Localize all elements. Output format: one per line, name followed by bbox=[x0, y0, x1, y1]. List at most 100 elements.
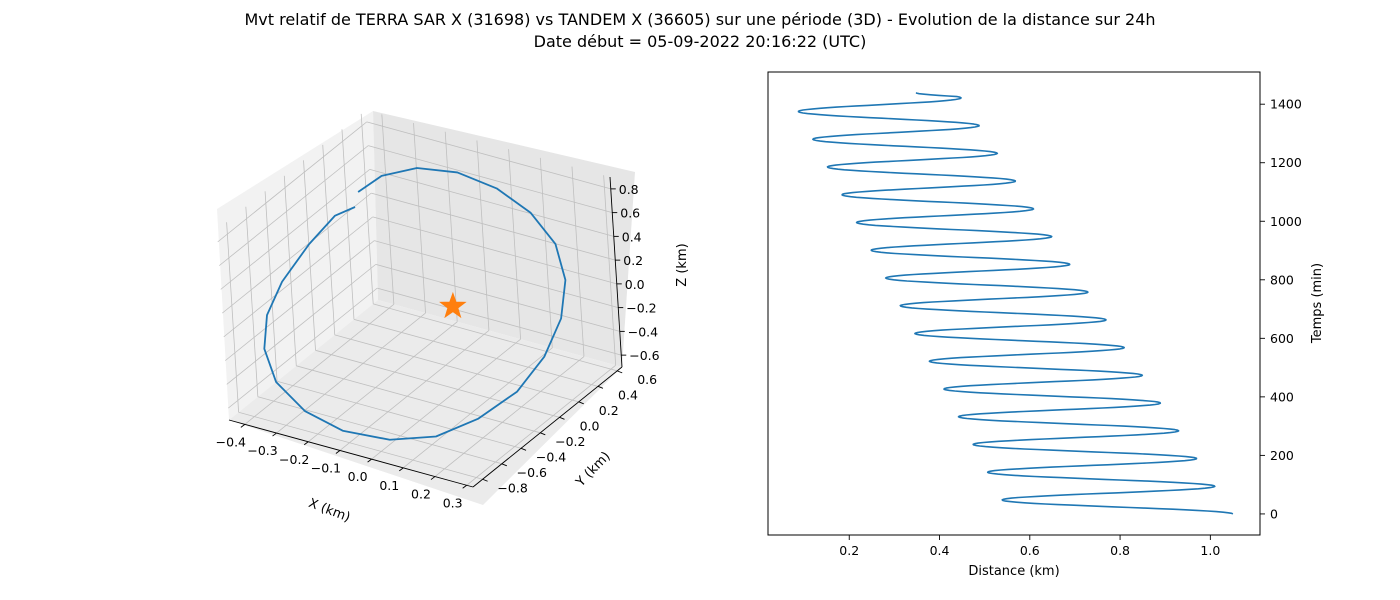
grid-line bbox=[371, 192, 616, 261]
x-tick-label: −0.2 bbox=[279, 452, 309, 467]
y-tick bbox=[597, 385, 604, 389]
grid-line bbox=[276, 380, 522, 449]
grid-line bbox=[374, 240, 619, 309]
y-tick-label: 1400 bbox=[1270, 97, 1302, 112]
grid-line bbox=[381, 114, 395, 305]
grid-line bbox=[238, 411, 483, 480]
x-tick bbox=[462, 484, 467, 489]
x-tick-label: −0.3 bbox=[247, 443, 277, 458]
distance-axis-label: Distance (km) bbox=[968, 564, 1059, 579]
plot-frame bbox=[767, 71, 1261, 536]
grid-line bbox=[375, 263, 620, 332]
grid-line bbox=[244, 304, 395, 425]
grid-line bbox=[322, 144, 336, 335]
z-tick-label: 0.8 bbox=[619, 182, 639, 197]
x-axis-line bbox=[228, 419, 474, 488]
pane-yz-back bbox=[373, 111, 635, 367]
x-tick-label: 0.2 bbox=[411, 487, 431, 502]
y-tick-label: −0.8 bbox=[497, 480, 527, 495]
z-axis-label: Z (km) bbox=[675, 243, 690, 286]
grid-line bbox=[226, 264, 377, 385]
grid-line bbox=[226, 222, 240, 413]
x-tick-label: 0.0 bbox=[348, 469, 368, 484]
z-tick-label: 0.6 bbox=[620, 206, 640, 221]
figure-title: Mvt relatif de TERRA SAR X (31698) vs TA… bbox=[0, 9, 1400, 53]
y-tick-label: 800 bbox=[1270, 272, 1294, 287]
grid-line bbox=[571, 166, 585, 357]
grid-line bbox=[303, 160, 316, 351]
grid-line bbox=[377, 287, 622, 356]
grid-line bbox=[245, 206, 259, 397]
x-tick-label: 0.8 bbox=[1110, 543, 1130, 558]
x-tick-label: 0.4 bbox=[930, 543, 950, 558]
x-tick bbox=[367, 458, 372, 463]
x-tick-label: 0.3 bbox=[443, 495, 463, 510]
z-tick-label: −0.6 bbox=[629, 348, 659, 363]
trajectory-3d bbox=[263, 167, 567, 441]
y-tick-label: 0.2 bbox=[599, 403, 619, 418]
grid-line bbox=[434, 356, 585, 477]
grid-line bbox=[264, 191, 278, 382]
chart-3d-trajectory: −0.4−0.3−0.2−0.10.00.10.20.3−0.8−0.6−0.4… bbox=[216, 111, 690, 526]
grid-line bbox=[353, 318, 599, 387]
z-tick-label: 0.2 bbox=[623, 253, 643, 268]
x-tick-label: −0.1 bbox=[311, 460, 341, 475]
grid-line bbox=[296, 365, 541, 434]
x-tick bbox=[303, 441, 309, 446]
x-tick bbox=[240, 423, 246, 428]
time-axis-label: Temps (min) bbox=[1310, 263, 1325, 344]
x-axis-label: X (km) bbox=[306, 496, 352, 526]
y-tick-label: −0.2 bbox=[555, 434, 585, 449]
y-axis-line bbox=[472, 366, 623, 488]
grid-line bbox=[372, 216, 617, 285]
distance-series-line bbox=[797, 92, 1234, 515]
trajectory-line bbox=[263, 167, 567, 441]
grid-line bbox=[315, 349, 560, 418]
x-tick bbox=[272, 432, 277, 437]
grid-line bbox=[539, 157, 553, 348]
grid-line bbox=[334, 334, 579, 403]
x-tick-label: 0.2 bbox=[839, 543, 859, 558]
y-tick bbox=[559, 416, 565, 420]
grid-line bbox=[307, 321, 458, 443]
z-tick-label: −0.2 bbox=[626, 301, 656, 316]
grid-line bbox=[227, 287, 378, 409]
title-line-1: Mvt relatif de TERRA SAR X (31698) vs TA… bbox=[244, 10, 1156, 29]
x-tick-label: 0.6 bbox=[1020, 543, 1040, 558]
grid-line bbox=[224, 240, 375, 361]
grid-line bbox=[276, 312, 426, 434]
y-tick bbox=[501, 463, 508, 467]
grid-line bbox=[366, 121, 611, 190]
grid-3d bbox=[217, 113, 622, 486]
z-tick-label: 0.0 bbox=[625, 277, 645, 292]
distance-line bbox=[797, 92, 1234, 515]
grid-line bbox=[339, 330, 490, 451]
x-tick bbox=[430, 476, 436, 480]
origin-star-marker bbox=[439, 291, 467, 319]
x-tick-label: −0.4 bbox=[216, 434, 246, 449]
z-tick-label: 0.4 bbox=[622, 229, 642, 244]
grid-line bbox=[413, 123, 426, 314]
y-tick bbox=[520, 447, 527, 451]
grid-line bbox=[603, 175, 617, 366]
grid-line bbox=[476, 140, 490, 331]
axes-3d: −0.4−0.3−0.2−0.10.00.10.20.3−0.8−0.6−0.4… bbox=[216, 176, 660, 510]
y-tick bbox=[540, 432, 546, 436]
grid-line bbox=[508, 149, 521, 340]
y-tick-label: −0.6 bbox=[517, 465, 547, 480]
grid-line bbox=[368, 145, 613, 214]
y-tick-label: 400 bbox=[1270, 389, 1294, 404]
grid-line bbox=[360, 113, 374, 304]
grid-line bbox=[257, 396, 502, 465]
grid-line bbox=[221, 192, 372, 314]
x-tick bbox=[399, 467, 404, 472]
x-tick-label: 0.1 bbox=[379, 478, 399, 493]
y-tick-label: 0 bbox=[1270, 506, 1278, 521]
grid-line bbox=[403, 347, 553, 469]
pane-floor bbox=[229, 300, 622, 505]
z-tick-label: −0.4 bbox=[628, 324, 658, 339]
title-line-2: Date début = 05-09-2022 20:16:22 (UTC) bbox=[533, 32, 867, 51]
z-axis-line bbox=[609, 176, 623, 368]
y-tick-label: 0.6 bbox=[637, 372, 657, 387]
pane-xz-back bbox=[217, 111, 378, 420]
